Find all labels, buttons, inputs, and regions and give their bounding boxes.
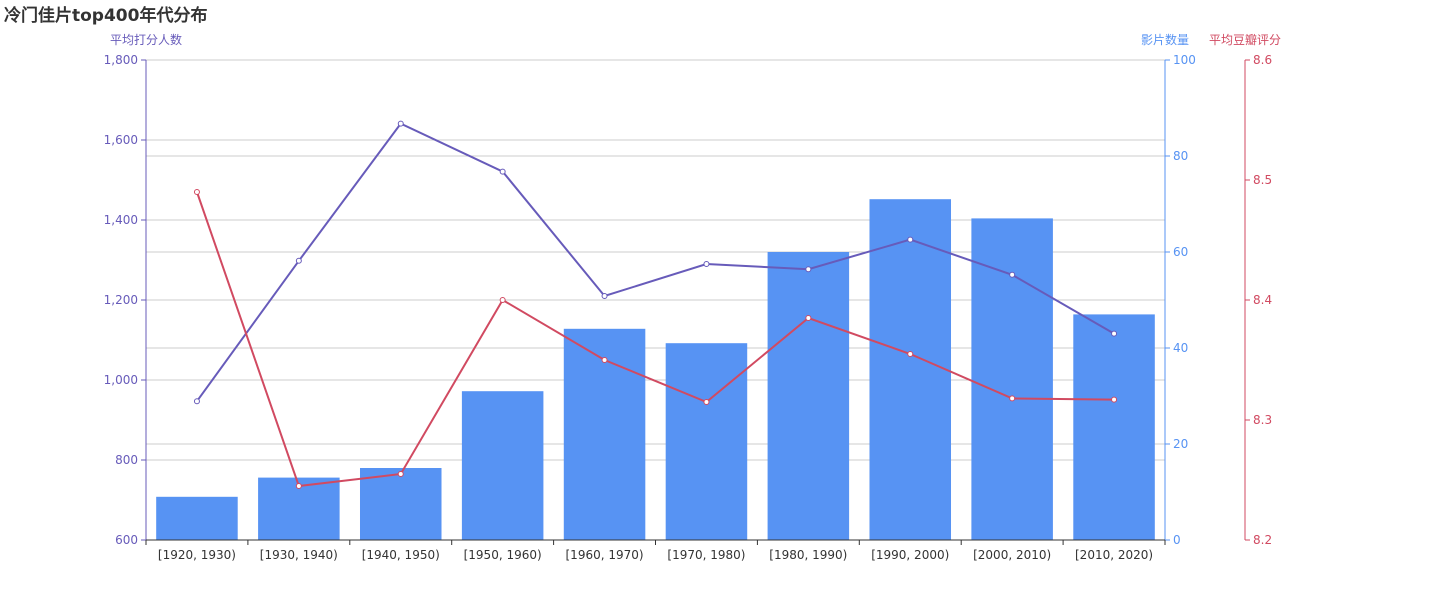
bar[interactable]: [869, 199, 952, 540]
point-raters[interactable]: [907, 236, 914, 243]
right-axis-name-rating: 平均豆瓣评分: [1209, 33, 1281, 47]
point-raters[interactable]: [295, 257, 302, 264]
bar[interactable]: [971, 218, 1053, 540]
left-axis-tick-label: 1,600: [104, 133, 138, 147]
right-axis-tick-label-count: 100: [1173, 53, 1196, 67]
line-series-rating: [196, 191, 1115, 488]
point-raters[interactable]: [601, 293, 608, 299]
point-rating[interactable]: [397, 471, 404, 477]
right-axis-tick-label-count: 60: [1173, 245, 1188, 259]
point-rating[interactable]: [499, 297, 506, 303]
bar[interactable]: [461, 391, 544, 540]
point-rating[interactable]: [1111, 396, 1118, 403]
bar[interactable]: [767, 252, 850, 540]
left-axis-tick-label: 1,400: [104, 213, 138, 227]
point-rating[interactable]: [1009, 395, 1016, 402]
point-raters[interactable]: [805, 266, 812, 273]
bar[interactable]: [563, 328, 646, 540]
point-raters[interactable]: [703, 261, 710, 267]
point-rating[interactable]: [601, 357, 608, 363]
x-axis-category-label: [2000, 2010): [973, 548, 1051, 562]
bar[interactable]: [1073, 314, 1155, 540]
line-series: [193, 120, 1118, 489]
x-axis-category-label: [1990, 2000): [871, 548, 949, 562]
x-axis-category-label: [1930, 1940): [260, 548, 338, 562]
x-axis-category-label: [1950, 1960): [464, 548, 542, 562]
right-axis-tick-label-rating: 8.2: [1253, 533, 1272, 547]
point-raters[interactable]: [397, 120, 404, 127]
right-axis-tick-label-rating: 8.4: [1253, 293, 1272, 307]
left-axis-tick-label: 1,200: [104, 293, 138, 307]
chart-title: 冷门佳片top400年代分布: [4, 5, 207, 26]
right-axis-tick-label-rating: 8.3: [1253, 413, 1272, 427]
left-axis-tick-label: 1,000: [104, 373, 138, 387]
right-axis-tick-label-count: 20: [1173, 437, 1188, 451]
x-axis-category-label: [2010, 2020): [1075, 548, 1153, 562]
left-axis-name: 平均打分人数: [110, 32, 182, 47]
point-rating[interactable]: [193, 189, 200, 195]
right-axis-tick-label-rating: 8.6: [1253, 53, 1272, 67]
point-raters[interactable]: [1009, 271, 1016, 278]
right-axis-name-count: 影片数量: [1141, 32, 1189, 47]
x-axis-category-label: [1940, 1950): [362, 548, 440, 562]
x-axis-category-label: [1980, 1990): [769, 548, 847, 562]
point-raters[interactable]: [499, 168, 506, 175]
point-raters[interactable]: [193, 398, 200, 405]
point-rating[interactable]: [907, 351, 914, 357]
axes: 600 800 1,000 1,200 1,400 1,600 1,800 0 20 40 60 80…: [104, 53, 1272, 562]
point-rating[interactable]: [295, 483, 302, 489]
right-axis-tick-label-count: 40: [1173, 341, 1188, 355]
bar[interactable]: [359, 468, 442, 540]
left-axis-tick-label: 1,800: [104, 53, 138, 67]
right-axis-tick-label-count: 80: [1173, 149, 1188, 163]
right-axis-tick-label-rating: 8.5: [1253, 173, 1272, 187]
point-rating[interactable]: [703, 399, 710, 405]
bar[interactable]: [665, 343, 748, 540]
x-axis-category-label: [1960, 1970): [566, 548, 644, 562]
bar-series: [156, 199, 1155, 540]
left-axis-tick-label: 600: [115, 533, 138, 547]
point-rating[interactable]: [805, 315, 812, 321]
left-axis-tick-label: 800: [115, 453, 138, 467]
x-axis-category-label: [1920, 1930): [158, 548, 236, 562]
x-axis-category-label: [1970, 1980): [667, 548, 745, 562]
line-series-raters: [196, 122, 1115, 402]
point-raters[interactable]: [1111, 330, 1118, 337]
right-axis-tick-label-count: 0: [1173, 533, 1181, 547]
bar[interactable]: [156, 496, 238, 540]
